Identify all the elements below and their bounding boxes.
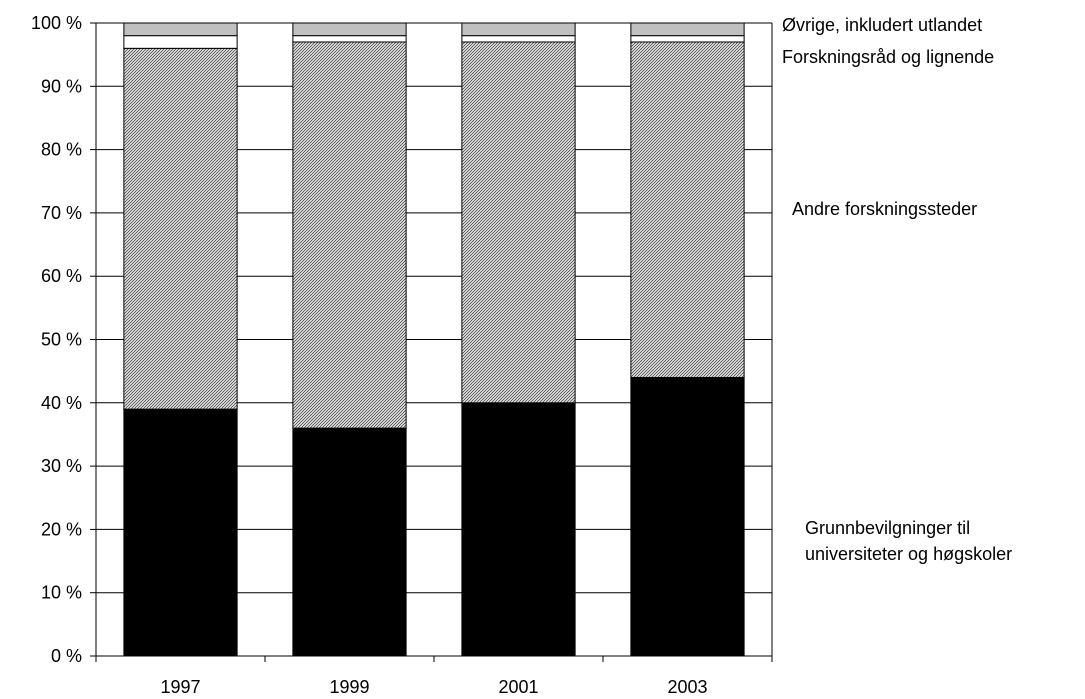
legend-label: Øvrige, inkludert utlandet (782, 15, 982, 35)
bar-segment-1999-series-1 (292, 41, 407, 429)
y-tick-label: 30 % (41, 456, 82, 476)
y-tick-label: 10 % (41, 583, 82, 603)
bar-segment-1999-series-3 (292, 22, 407, 37)
legend-label: Forskningsråd og lignende (782, 47, 994, 67)
bar-segment-2003-series-0 (630, 376, 745, 657)
bar-segment-2003-series-1 (630, 41, 745, 378)
bar-segment-1997-series-2 (123, 35, 238, 49)
x-tick-label: 2003 (667, 677, 707, 697)
bar-segment-2003-series-2 (630, 35, 745, 43)
x-tick-label: 1999 (329, 677, 369, 697)
y-tick-label: 40 % (41, 393, 82, 413)
bar-segment-1997-series-1 (123, 47, 238, 410)
bar-segment-2001-series-2 (461, 35, 576, 43)
legend-label: Andre forskningssteder (792, 199, 977, 219)
bar-segment-2001-series-0 (461, 402, 576, 657)
x-axis-ticks: 1997 1999 2001 2003 (95, 656, 773, 697)
bar-segment-2003-series-3 (630, 22, 745, 37)
y-tick-label: 80 % (41, 140, 82, 160)
x-tick-label: 1997 (160, 677, 200, 697)
bar-segment-1997-series-0 (123, 408, 238, 657)
legend-label: universiteter og høgskoler (805, 544, 1012, 564)
bar-segment-2001-series-1 (461, 41, 576, 404)
y-tick-label: 100 % (31, 13, 82, 33)
bars (123, 22, 745, 657)
legend: Grunnbevilgninger til universiteter og hø… (782, 15, 1012, 564)
x-tick-label: 2001 (498, 677, 538, 697)
bar-segment-1997-series-3 (123, 22, 238, 37)
y-axis-ticks: 0 % 10 % 20 % 30 % 40 % 50 % 60 % 70 % 80 % 90 % 1… (31, 13, 96, 666)
y-tick-label: 90 % (41, 76, 82, 96)
y-tick-label: 60 % (41, 266, 82, 286)
y-tick-label: 70 % (41, 203, 82, 223)
y-tick-label: 50 % (41, 330, 82, 350)
y-tick-label: 20 % (41, 519, 82, 539)
y-tick-label: 0 % (51, 646, 82, 666)
legend-label: Grunnbevilgninger til (805, 518, 970, 538)
bar-segment-1999-series-2 (292, 35, 407, 43)
bar-segment-1999-series-0 (292, 427, 407, 657)
bar-segment-2001-series-3 (461, 22, 576, 37)
